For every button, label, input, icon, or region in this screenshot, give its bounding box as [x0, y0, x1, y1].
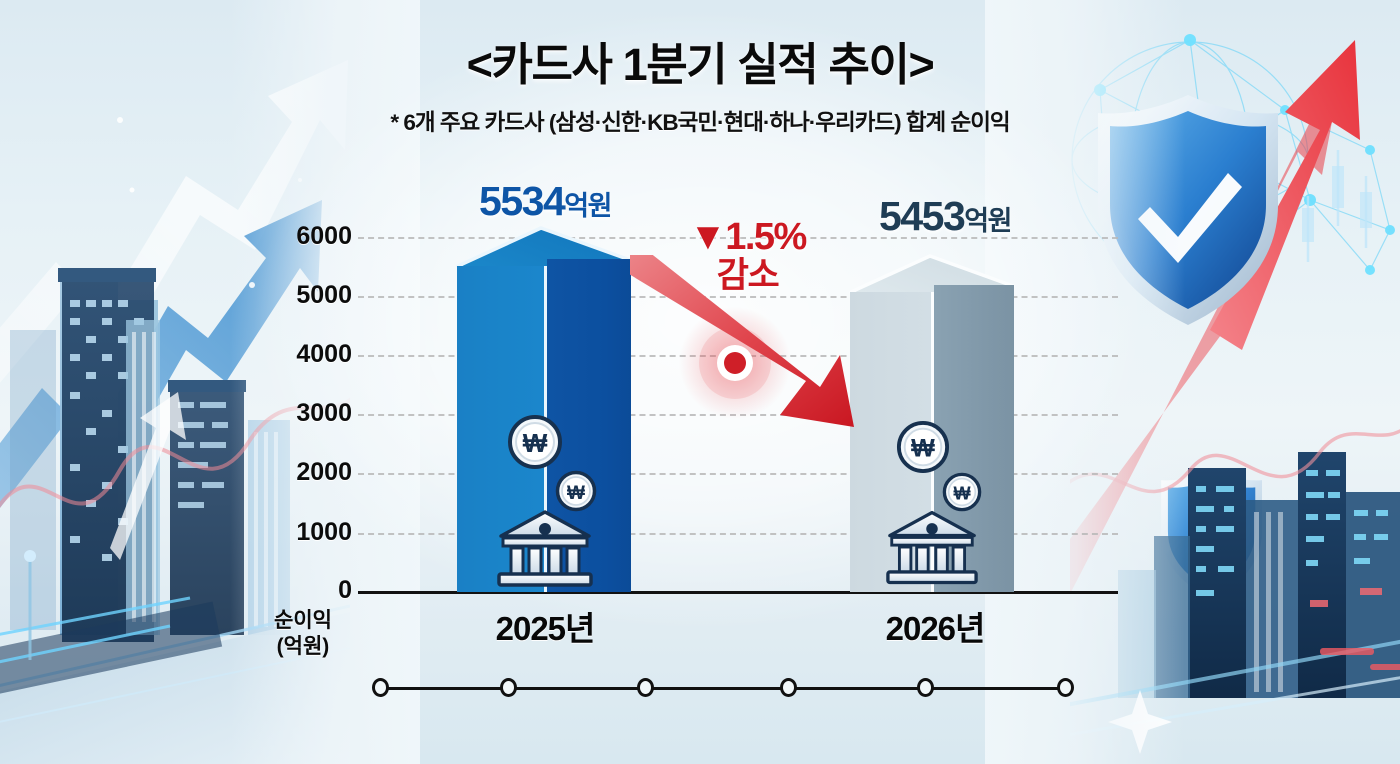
won-coin-large-icon: ₩	[896, 420, 950, 474]
y-tick-1000: 1000	[296, 518, 352, 546]
bar-value-2025: 5534억원	[400, 178, 690, 225]
won-coin-large-icon: ₩	[508, 415, 562, 469]
y-tick-3000: 3000	[296, 399, 352, 427]
timeline-dot-2[interactable]	[500, 678, 517, 697]
y-axis-title: 순이익 (억원)	[248, 608, 358, 659]
svg-text:₩: ₩	[523, 428, 548, 458]
y-tick-6000: 6000	[296, 222, 352, 250]
red-down-arrow-icon	[630, 255, 854, 427]
gridline-2000	[358, 473, 1118, 475]
timeline-dot-6[interactable]	[1057, 678, 1074, 697]
header: <카드사 1분기 실적 추이> * 6개 주요 카드사 (삼성·신한·KB국민·…	[0, 28, 1400, 137]
gridline-5000	[358, 296, 1118, 298]
bar-2025: ₩ ₩	[455, 226, 633, 592]
y-axis-title-line1: 순이익	[274, 609, 332, 632]
change-annotation: ▼1.5% 감소	[640, 216, 855, 295]
timeline-line	[380, 687, 1066, 690]
x-axis-line	[358, 591, 1118, 594]
y-tick-2000: 2000	[296, 458, 352, 486]
svg-text:₩: ₩	[911, 435, 935, 463]
bar-category-2025: 2025년	[495, 610, 596, 647]
bar-value-2025-number: 5534	[479, 178, 566, 224]
change-percent-label: ▼1.5%	[689, 216, 807, 258]
svg-text:₩: ₩	[567, 483, 585, 504]
bank-building-icon	[497, 510, 593, 587]
bar-value-2025-unit: 억원	[564, 191, 612, 221]
timeline-dot-1[interactable]	[372, 678, 389, 697]
y-tick-4000: 4000	[296, 340, 352, 368]
y-tick-5000: 5000	[296, 281, 352, 309]
timeline-dot-4[interactable]	[780, 678, 797, 697]
bar-value-2026: 5453억원	[800, 193, 1090, 240]
y-axis-title-line2: (억원)	[276, 634, 330, 658]
bar-value-2026-number: 5453	[879, 193, 966, 239]
won-coin-small-icon: ₩	[555, 470, 597, 512]
won-coin-small-icon: ₩	[942, 472, 982, 512]
gridline-1000	[358, 533, 1118, 535]
bar-value-2026-unit: 억원	[964, 206, 1012, 236]
svg-text:₩: ₩	[953, 484, 971, 504]
page-subtitle: * 6개 주요 카드사 (삼성·신한·KB국민·현대·하나·우리카드) 합계 순…	[390, 110, 1010, 135]
bar-2026: ₩ ₩	[848, 254, 1016, 592]
y-tick-0: 0	[338, 576, 352, 604]
change-direction-label: 감소	[716, 255, 780, 295]
timeline-strip	[372, 678, 1074, 697]
bar-category-2026: 2026년	[885, 610, 986, 647]
page-title: <카드사 1분기 실적 추이>	[466, 39, 935, 90]
bank-building-icon	[886, 510, 978, 585]
timeline-dot-3[interactable]	[637, 678, 654, 697]
timeline-dot-5[interactable]	[917, 678, 934, 697]
gridline-6000	[358, 237, 1118, 239]
